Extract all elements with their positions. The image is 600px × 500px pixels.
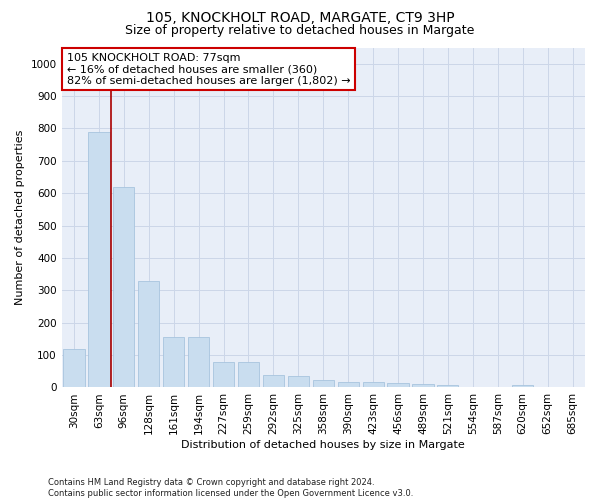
Bar [313,380,334,388]
Bar [362,382,384,388]
Bar [338,382,359,388]
Bar [163,338,184,388]
Bar [263,375,284,388]
Text: Size of property relative to detached houses in Margate: Size of property relative to detached ho… [125,24,475,37]
Bar [213,362,234,388]
Text: Contains HM Land Registry data © Crown copyright and database right 2024.
Contai: Contains HM Land Registry data © Crown c… [48,478,413,498]
Bar [138,280,160,388]
X-axis label: Distribution of detached houses by size in Margate: Distribution of detached houses by size … [181,440,465,450]
Bar [238,362,259,388]
Bar [412,384,434,388]
Bar [388,383,409,388]
Bar [113,186,134,388]
Text: 105, KNOCKHOLT ROAD, MARGATE, CT9 3HP: 105, KNOCKHOLT ROAD, MARGATE, CT9 3HP [146,11,454,25]
Bar [88,132,110,388]
Y-axis label: Number of detached properties: Number of detached properties [15,130,25,305]
Bar [188,338,209,388]
Bar [64,348,85,388]
Text: 105 KNOCKHOLT ROAD: 77sqm
← 16% of detached houses are smaller (360)
82% of semi: 105 KNOCKHOLT ROAD: 77sqm ← 16% of detac… [67,52,350,86]
Bar [288,376,309,388]
Bar [512,385,533,388]
Bar [437,385,458,388]
